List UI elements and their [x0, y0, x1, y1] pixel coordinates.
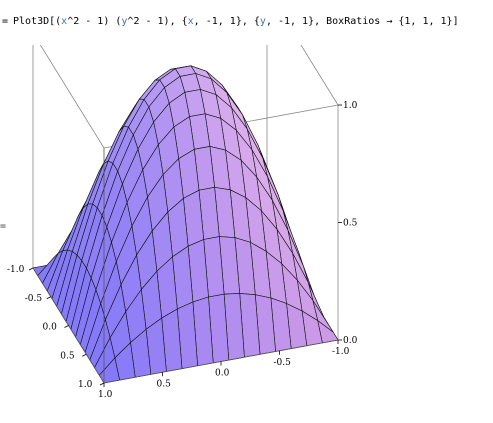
code-var-y: y [121, 16, 128, 27]
code-mid4: , -1, 1}, BoxRatios → {1, 1, 1}] [265, 16, 459, 27]
y-tick-label: 0.5 [157, 379, 172, 389]
input-cell[interactable]: = Plot3D[(x^2 - 1) (y^2 - 1), {x, -1, 1}… [0, 12, 493, 32]
y-tick-label: 1.0 [98, 390, 113, 400]
code-prefix: Plot3D[( [13, 16, 62, 27]
x-tick-mark [28, 267, 34, 271]
x-tick-label: -0.5 [25, 294, 43, 304]
code-mid1: ^2 - 1) ( [67, 16, 122, 27]
box-edge [39, 45, 105, 149]
code-mid3: , -1, 1}, { [193, 16, 260, 27]
input-prompt: = [2, 16, 9, 27]
y-tick-label: -1.0 [332, 347, 350, 357]
x-tick-mark [82, 353, 87, 357]
x-tick-label: 0.0 [43, 323, 58, 333]
z-tick-label: 0.5 [343, 219, 358, 229]
y-tick-label: 0.0 [215, 369, 230, 379]
surface-mesh [32, 65, 339, 384]
box-edge [300, 45, 339, 106]
z-tick-label: 1.0 [343, 101, 358, 111]
code-var-y2: y [259, 16, 266, 27]
code-mid2: ^2 - 1), { [127, 16, 188, 27]
x-tick-mark [99, 382, 105, 386]
axes-ticks: -1.0-0.50.00.51.01.00.50.0-0.5-1.00.00.5… [7, 101, 358, 400]
output-marker: = [0, 221, 7, 232]
x-tick-mark [46, 296, 51, 300]
x-tick-label: 1.0 [78, 380, 93, 390]
code-var-x: x [61, 16, 68, 27]
x-tick-label: -1.0 [7, 265, 25, 275]
code-var-x2: x [187, 16, 194, 27]
x-tick-mark [64, 325, 69, 328]
x-tick-label: 0.5 [60, 351, 75, 361]
z-tick-label: 0.0 [343, 336, 358, 346]
plot3d-graphic[interactable]: -1.0-0.50.00.51.01.00.50.0-0.5-1.00.00.5… [0, 45, 493, 423]
input-code[interactable]: Plot3D[(x^2 - 1) (y^2 - 1), {x, -1, 1}, … [13, 12, 459, 32]
y-tick-label: -0.5 [274, 358, 292, 368]
